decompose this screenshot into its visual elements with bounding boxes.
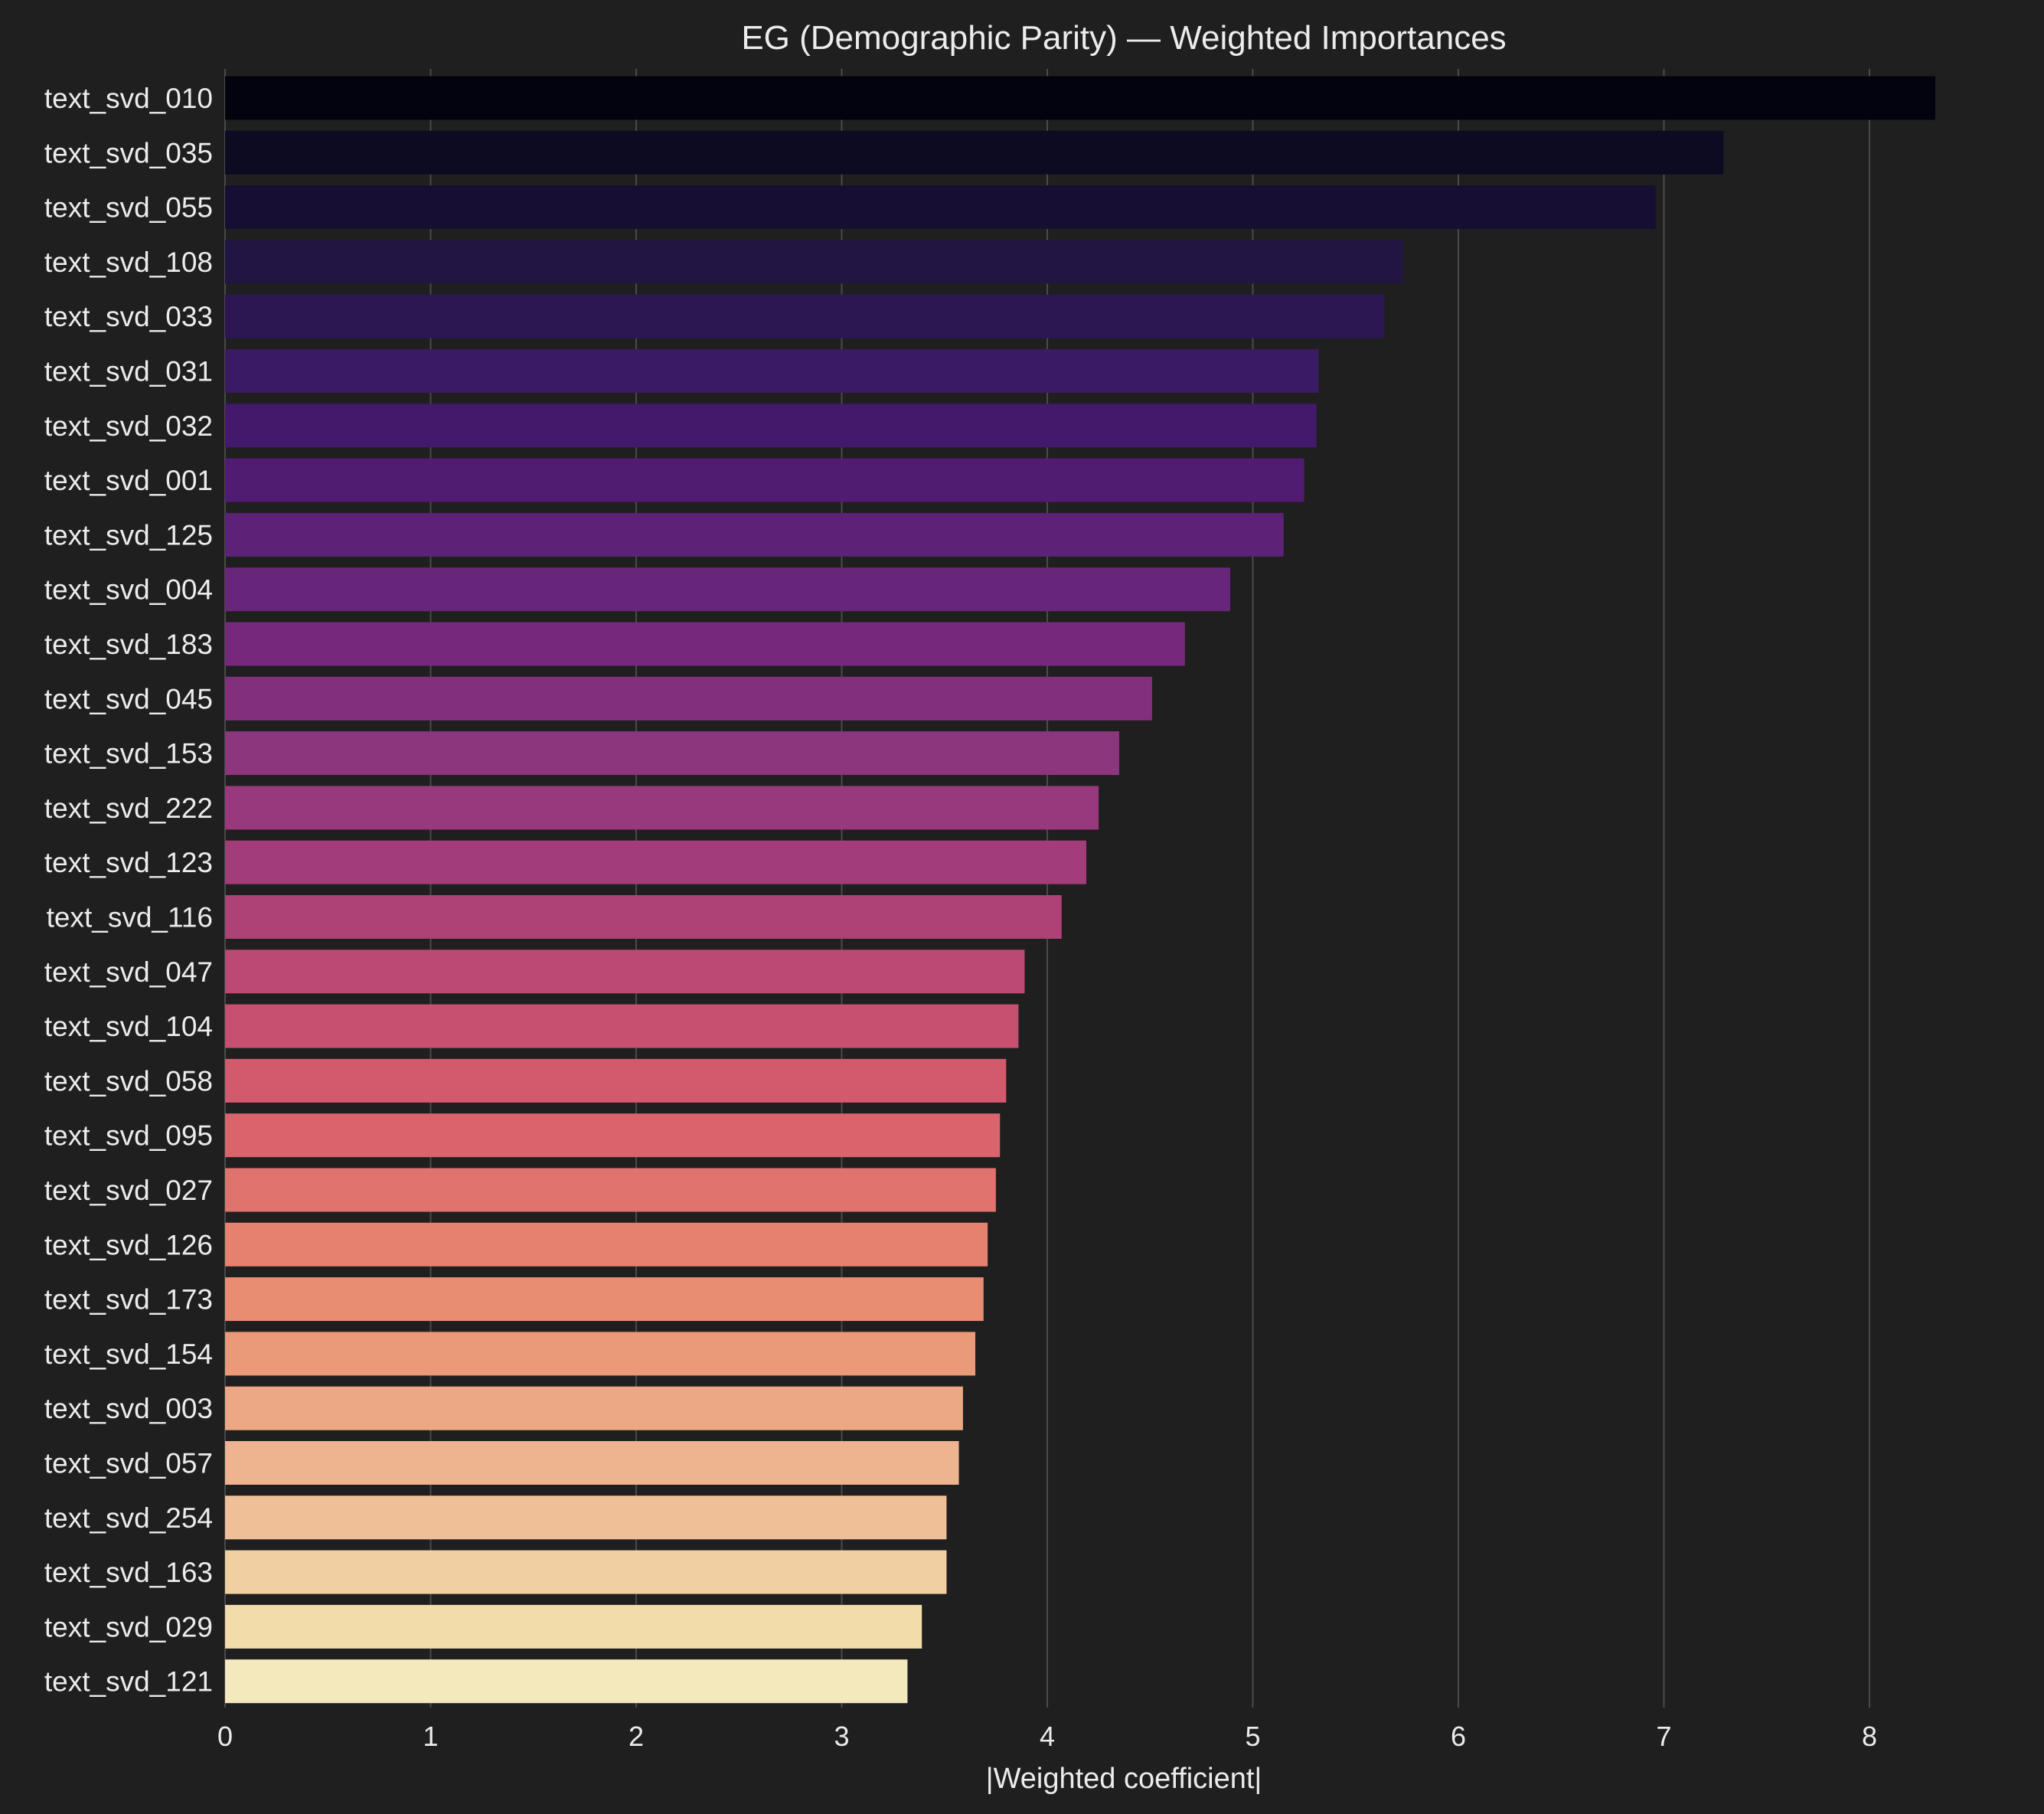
x-tick-label: 6 (1451, 1721, 1466, 1752)
y-tick-label: text_svd_125 (44, 519, 213, 551)
y-tick-label: text_svd_173 (44, 1284, 213, 1316)
bar-text_svd_003 (225, 1386, 963, 1430)
bar-text_svd_163 (225, 1550, 947, 1594)
x-axis-label: |Weighted coefficient| (986, 1763, 1262, 1795)
y-tick-label: text_svd_116 (47, 902, 213, 933)
bar-text_svd_121 (225, 1659, 908, 1704)
bar-text_svd_183 (225, 622, 1185, 666)
bar-text_svd_125 (225, 512, 1284, 557)
y-tick-label: text_svd_033 (44, 301, 213, 332)
bar-text_svd_045 (225, 676, 1152, 721)
y-tick-label: text_svd_010 (44, 83, 213, 114)
bar-text_svd_010 (225, 76, 1935, 120)
x-tick-label: 8 (1862, 1721, 1877, 1752)
grid-lines (224, 69, 1870, 1708)
y-tick-label: text_svd_003 (44, 1393, 213, 1424)
y-tick-label: text_svd_045 (44, 683, 213, 714)
bar-text_svd_029 (225, 1604, 922, 1649)
y-tick-label: text_svd_027 (44, 1175, 213, 1206)
y-tick-label: text_svd_121 (44, 1666, 213, 1698)
y-tick-label: text_svd_004 (44, 574, 213, 606)
bar-text_svd_116 (225, 895, 1062, 939)
bar-text_svd_058 (225, 1058, 1007, 1103)
y-tick-label: text_svd_123 (44, 847, 213, 878)
bar-text_svd_035 (225, 130, 1724, 175)
y-tick-label: text_svd_108 (44, 247, 213, 278)
y-tick-label: text_svd_058 (44, 1065, 213, 1097)
y-tick-label: text_svd_032 (44, 410, 213, 442)
bar-text_svd_095 (225, 1113, 1001, 1158)
bar-text_svd_033 (225, 294, 1385, 338)
bar-text_svd_032 (225, 404, 1317, 448)
bar-text_svd_222 (225, 786, 1099, 830)
y-tick-label: text_svd_029 (44, 1611, 213, 1642)
bar-text_svd_108 (225, 240, 1403, 284)
y-tick-label: text_svd_222 (44, 793, 213, 824)
y-tick-label: text_svd_001 (44, 465, 213, 496)
bar-text_svd_001 (225, 458, 1304, 502)
bar-text_svd_154 (225, 1332, 976, 1376)
y-tick-label: text_svd_126 (44, 1229, 213, 1260)
bar-text_svd_153 (225, 731, 1119, 776)
y-tick-label: text_svd_095 (44, 1120, 213, 1152)
x-tick-label: 2 (629, 1721, 644, 1752)
y-tick-label: text_svd_154 (44, 1338, 213, 1370)
x-tick-label: 0 (217, 1721, 233, 1752)
y-tick-label: text_svd_153 (44, 738, 213, 770)
y-tick-label: text_svd_047 (44, 956, 213, 988)
x-tick-label: 1 (423, 1721, 438, 1752)
x-tick-label: 3 (834, 1721, 849, 1752)
y-tick-labels: text_svd_010 text_svd_035 text_svd_055text… (44, 83, 213, 1698)
x-tick-labels: 0 1 2 3 4 5 6 7 8 (217, 1721, 1877, 1752)
y-tick-label: text_svd_055 (44, 192, 213, 224)
bar-text_svd_047 (225, 949, 1025, 994)
x-tick-label: 7 (1656, 1721, 1671, 1752)
bar-text_svd_123 (225, 840, 1087, 884)
bar-text_svd_254 (225, 1495, 947, 1540)
y-tick-label: text_svd_104 (44, 1011, 213, 1042)
chart-title: EG (Demographic Parity) — Weighted Impor… (741, 19, 1506, 57)
y-tick-label: text_svd_035 (44, 137, 213, 168)
bars (225, 76, 1935, 1704)
y-tick-label: text_svd_057 (44, 1448, 213, 1479)
y-tick-label: text_svd_163 (44, 1557, 213, 1588)
bar-text_svd_173 (225, 1277, 984, 1322)
bar-text_svd_055 (225, 185, 1656, 230)
bar-text_svd_004 (225, 567, 1230, 612)
y-tick-label: text_svd_031 (44, 356, 213, 387)
bar-text_svd_027 (225, 1168, 996, 1212)
y-tick-label: text_svd_183 (44, 629, 213, 660)
bar-text_svd_126 (225, 1222, 988, 1267)
bar-text_svd_031 (225, 349, 1319, 393)
x-tick-label: 5 (1245, 1721, 1260, 1752)
x-tick-label: 4 (1040, 1721, 1055, 1752)
y-tick-label: text_svd_254 (44, 1502, 213, 1534)
bar-text_svd_057 (225, 1441, 959, 1485)
bar-text_svd_104 (225, 1004, 1019, 1048)
